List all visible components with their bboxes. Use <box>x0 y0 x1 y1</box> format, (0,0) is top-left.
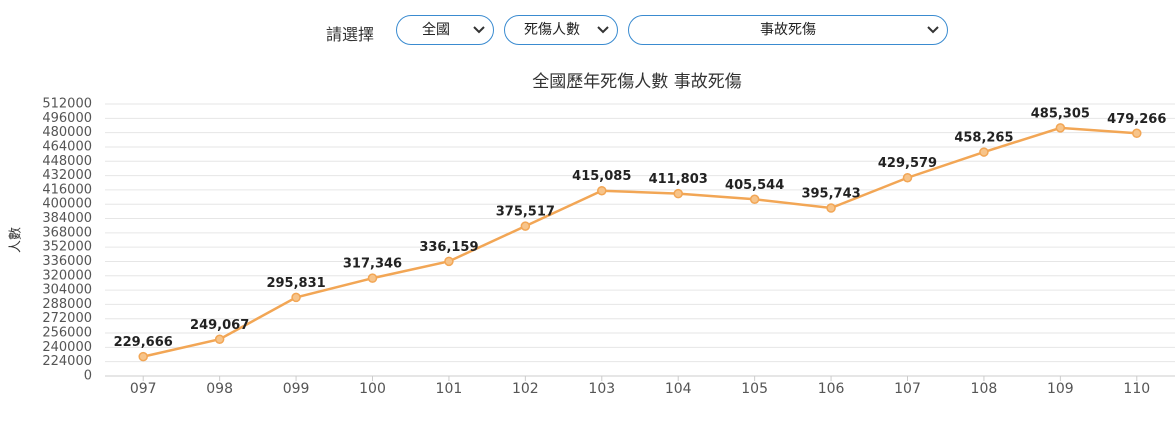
data-label: 317,346 <box>343 257 402 272</box>
data-label: 375,517 <box>496 205 555 220</box>
data-point <box>520 221 531 231</box>
data-point <box>979 147 989 157</box>
x-tick-label: 109 <box>1047 381 1074 397</box>
data-point <box>902 172 913 183</box>
data-label: 229,666 <box>114 335 173 350</box>
y-tick-label: 224000 <box>42 354 92 369</box>
data-label: 485,305 <box>1031 106 1090 121</box>
y-tick-label: 0 <box>84 369 92 384</box>
x-tick-label: 098 <box>206 381 233 397</box>
region-select[interactable]: 全國 <box>396 15 494 45</box>
data-point <box>826 203 836 213</box>
y-tick-label: 352000 <box>42 240 92 255</box>
y-tick-label: 272000 <box>42 311 92 326</box>
measure-value: 死傷人數 <box>524 22 580 38</box>
data-label: 395,743 <box>801 187 860 202</box>
data-label: 429,579 <box>878 156 937 171</box>
y-tick-label: 304000 <box>42 283 92 298</box>
x-tick-label: 106 <box>818 381 845 397</box>
x-tick-label: 103 <box>588 381 615 397</box>
y-tick-label: 448000 <box>42 154 92 169</box>
region-value: 全國 <box>422 22 450 38</box>
series-line <box>142 126 1137 358</box>
y-tick-label: 288000 <box>42 297 92 312</box>
x-tick-label: 097 <box>130 381 157 397</box>
data-point <box>138 351 148 362</box>
x-tick-label: 110 <box>1123 381 1150 397</box>
x-tick-label: 102 <box>512 381 539 397</box>
x-tick-label: 099 <box>283 381 310 397</box>
y-tick-label: 480000 <box>42 125 92 140</box>
data-point <box>291 292 301 303</box>
x-tick-label: 104 <box>665 381 692 397</box>
data-label: 479,266 <box>1107 112 1166 127</box>
data-point <box>673 188 683 199</box>
y-axis-label: 人數 <box>9 227 24 253</box>
data-point <box>1132 128 1142 139</box>
data-point <box>1055 123 1066 133</box>
data-label: 405,544 <box>725 178 784 193</box>
x-tick-label: 108 <box>971 381 998 397</box>
chart-title: 全國歷年死傷人數 事故死傷 <box>532 72 741 92</box>
y-tick-label: 336000 <box>42 254 92 269</box>
category-select[interactable]: 事故死傷 <box>628 15 948 45</box>
y-tick-label: 240000 <box>42 340 92 355</box>
x-tick-label: 107 <box>894 381 921 397</box>
data-point <box>444 256 454 267</box>
measure-select[interactable]: 死傷人數 <box>504 15 618 45</box>
y-tick-label: 416000 <box>42 182 92 197</box>
y-tick-label: 400000 <box>42 197 92 212</box>
data-point <box>367 273 378 283</box>
data-label: 249,067 <box>190 318 249 333</box>
chevron <box>473 26 485 34</box>
data-point <box>749 194 760 205</box>
data-label: 295,831 <box>266 276 325 291</box>
select-label: 請選擇 <box>326 25 375 44</box>
controls: 請選擇 全國 死傷人數 事故死傷 <box>0 15 1175 47</box>
y-tick-label: 256000 <box>42 326 92 341</box>
y-tick-label: 464000 <box>42 139 92 154</box>
data-point <box>597 185 607 196</box>
y-tick-label: 320000 <box>42 268 92 283</box>
category-value: 事故死傷 <box>760 22 816 38</box>
data-label: 411,803 <box>649 172 708 187</box>
data-label: 336,159 <box>419 240 478 255</box>
x-tick-label: 105 <box>741 381 768 397</box>
data-label: 458,265 <box>954 131 1013 146</box>
chevron <box>597 26 609 34</box>
data-label: 415,085 <box>572 169 631 184</box>
x-tick-label: 101 <box>436 381 463 397</box>
chevron <box>927 26 939 34</box>
y-tick-label: 512000 <box>42 97 92 112</box>
x-tick-label: 100 <box>359 381 386 397</box>
y-tick-label: 496000 <box>42 111 92 126</box>
y-tick-label: 368000 <box>42 225 92 240</box>
y-tick-label: 432000 <box>42 168 92 183</box>
y-tick-label: 384000 <box>42 211 92 226</box>
data-point <box>214 334 225 345</box>
